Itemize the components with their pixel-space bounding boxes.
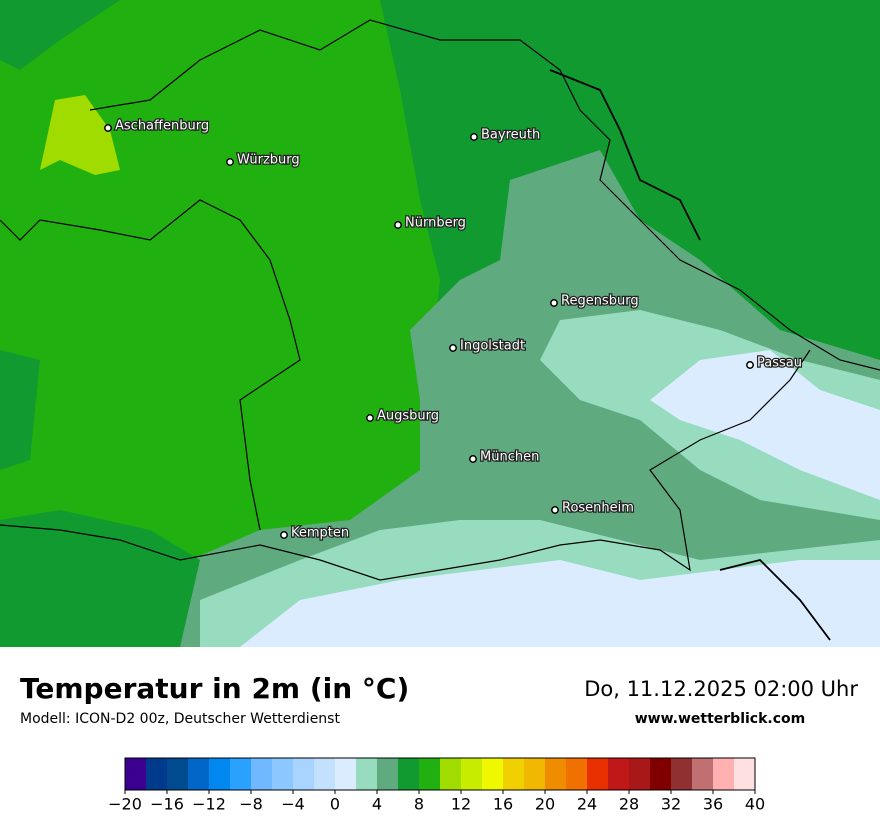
- color-bin: [629, 758, 651, 790]
- temp-region: [240, 350, 880, 647]
- color-bin: [734, 758, 756, 790]
- city-dot: [104, 124, 112, 132]
- city-label: Nürnberg: [405, 216, 466, 231]
- tick-label: 20: [535, 795, 555, 814]
- tick-label: 12: [451, 795, 471, 814]
- city-label: Kempten: [291, 526, 349, 541]
- tick-label: 4: [372, 795, 382, 814]
- city-dot: [470, 133, 478, 141]
- color-bin: [335, 758, 357, 790]
- city-label: München: [480, 450, 539, 465]
- temp-region: [40, 95, 120, 175]
- city-dot: [226, 158, 234, 166]
- city-dot: [469, 455, 477, 463]
- tick-label: −20: [108, 795, 142, 814]
- colorbar-frame: [124, 757, 756, 791]
- city-label: Passau: [757, 356, 802, 371]
- color-bin: [167, 758, 189, 790]
- city-dot: [280, 531, 288, 539]
- color-bin: [713, 758, 735, 790]
- color-bin: [608, 758, 630, 790]
- color-bin: [230, 758, 252, 790]
- temp-region: [0, 0, 120, 470]
- tick-label: 36: [703, 795, 723, 814]
- color-bin: [566, 758, 588, 790]
- tick-label: 0: [330, 795, 340, 814]
- city-dot: [394, 221, 402, 229]
- color-bin: [272, 758, 294, 790]
- color-bin: [293, 758, 315, 790]
- city-label: Würzburg: [237, 153, 300, 168]
- tick-label: −12: [192, 795, 226, 814]
- colorbar: −20 −16 −12 −8 −4 0 4 8 12 16 20 24 28 32 36 40: [108, 757, 765, 814]
- color-bin: [482, 758, 504, 790]
- map: [0, 0, 880, 647]
- color-bin: [524, 758, 546, 790]
- color-bin: [545, 758, 567, 790]
- color-bin: [146, 758, 168, 790]
- tick-label: 24: [577, 795, 597, 814]
- tick-label: 32: [661, 795, 681, 814]
- color-bin: [125, 758, 147, 790]
- city-label: Aschaffenburg: [115, 119, 209, 134]
- city-layer: Aschaffenburg Würzburg Bayreuth Nürnberg Reg…: [104, 117, 803, 542]
- tick-label: 8: [414, 795, 424, 814]
- color-bin: [356, 758, 378, 790]
- temp-region: [180, 150, 880, 647]
- border-line: [549, 69, 831, 641]
- tick-label: −16: [150, 795, 184, 814]
- tick-label: 16: [493, 795, 513, 814]
- city-dot: [366, 414, 374, 422]
- city-label: Rosenheim: [562, 501, 634, 516]
- color-bin: [671, 758, 693, 790]
- city-dot: [551, 506, 559, 514]
- model-info: Modell: ICON-D2 00z, Deutscher Wetterdie…: [20, 711, 340, 727]
- tick-label: −4: [281, 795, 305, 814]
- city-dot: [550, 299, 558, 307]
- color-bin: [377, 758, 399, 790]
- tick-label: 40: [745, 795, 765, 814]
- city-dot: [746, 361, 754, 369]
- tick-label: −8: [239, 795, 263, 814]
- website: www.wetterblick.com: [635, 711, 806, 727]
- color-bin: [692, 758, 714, 790]
- color-bin: [587, 758, 609, 790]
- color-bin: [251, 758, 273, 790]
- city-label: Regensburg: [561, 294, 639, 309]
- color-bin: [419, 758, 441, 790]
- color-bin: [398, 758, 420, 790]
- color-bin: [503, 758, 525, 790]
- border-line: [0, 19, 880, 581]
- color-bin: [461, 758, 483, 790]
- tick-label: 28: [619, 795, 639, 814]
- temp-region: [0, 510, 200, 647]
- datetime: Do, 11.12.2025 02:00 Uhr: [584, 677, 858, 701]
- color-bin: [650, 758, 672, 790]
- color-bin: [188, 758, 210, 790]
- color-bin: [440, 758, 462, 790]
- city-label: Ingolstadt: [460, 339, 525, 354]
- color-bin: [314, 758, 336, 790]
- color-bin: [209, 758, 231, 790]
- city-dot: [449, 344, 457, 352]
- title: Temperatur in 2m (in °C): [20, 672, 409, 705]
- city-label: Bayreuth: [481, 128, 540, 143]
- city-label: Augsburg: [377, 409, 439, 424]
